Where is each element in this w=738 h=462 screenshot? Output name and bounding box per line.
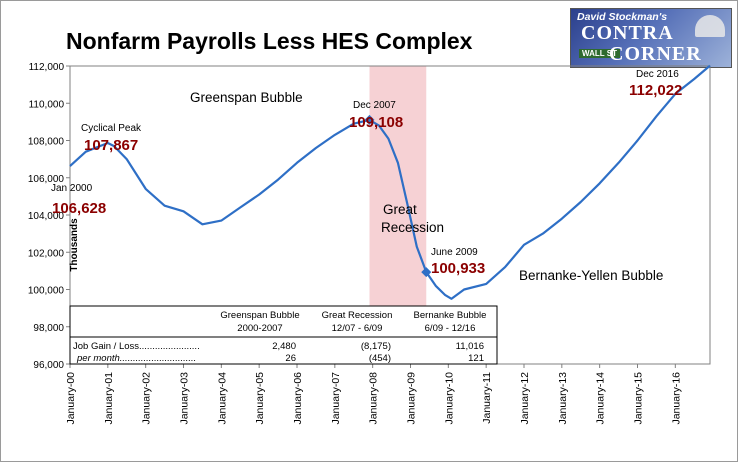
x-tick-label: January-15 xyxy=(632,372,644,425)
x-tick-label: January-05 xyxy=(254,372,266,425)
region-label: Bernanke-Yellen Bubble xyxy=(519,268,663,283)
table-column-header: Bernanke Bubble xyxy=(414,310,487,321)
x-tick-label: January-02 xyxy=(141,372,153,425)
x-tick-label: January-00 xyxy=(65,372,77,425)
table-cell: (454) xyxy=(369,353,391,364)
y-tick-label: 98,000 xyxy=(33,323,64,334)
x-tick-label: January-09 xyxy=(405,372,417,425)
logo-wall-street-sign: WALL ST xyxy=(579,49,620,58)
annotation-value: 106,628 xyxy=(52,200,106,217)
contra-corner-logo: David Stockman's CONTRA WALL ST CORNER xyxy=(570,8,732,68)
y-tick-label: 108,000 xyxy=(28,137,65,148)
y-axis-label: Thousands xyxy=(69,218,80,272)
x-tick-label: January-06 xyxy=(292,372,304,425)
y-tick-label: 96,000 xyxy=(33,360,64,371)
annotation-value: 100,933 xyxy=(431,260,485,277)
x-tick-label: January-07 xyxy=(330,372,342,425)
region-label: Greenspan Bubble xyxy=(190,90,303,105)
summary-table xyxy=(69,305,498,365)
y-tick-label: 106,000 xyxy=(28,174,65,185)
y-tick-label: 104,000 xyxy=(28,211,65,222)
data-point-marker xyxy=(421,267,432,278)
region-label: Recession xyxy=(381,220,444,235)
table-column-header: Greenspan Bubble xyxy=(220,310,299,321)
annotation-label: Cyclical Peak xyxy=(81,123,142,134)
annotation-label: Dec 2007 xyxy=(353,100,396,111)
x-tick-label: January-01 xyxy=(103,372,115,425)
annotation-value: 112,022 xyxy=(629,82,682,99)
annotation-value: 109,108 xyxy=(349,114,403,131)
payrolls-series-line xyxy=(69,64,711,300)
x-tick-label: January-11 xyxy=(481,372,493,424)
logo-word-contra: CONTRA xyxy=(581,22,674,44)
capitol-dome-icon xyxy=(695,15,725,37)
logo-author: David Stockman's xyxy=(577,11,668,23)
table-column-header: Great Recession xyxy=(322,310,393,321)
x-tick-label: January-12 xyxy=(519,372,531,425)
y-tick-label: 100,000 xyxy=(28,286,65,297)
x-tick-label: January-10 xyxy=(443,372,455,425)
data-point-marker xyxy=(364,114,375,125)
y-tick-label: 102,000 xyxy=(28,248,65,259)
table-cell: 2,480 xyxy=(272,341,296,352)
table-row-label: per month............................. xyxy=(76,353,196,364)
y-tick-label: 110,000 xyxy=(29,99,65,110)
annotation-label: Dec 2016 xyxy=(636,69,679,80)
x-tick-label: January-14 xyxy=(595,372,607,425)
table-cell: 121 xyxy=(468,353,484,364)
table-cell: 26 xyxy=(285,353,296,364)
annotation-label: Jan 2000 xyxy=(51,183,93,194)
x-tick-label: January-04 xyxy=(216,372,228,425)
annotation-value: 107,867 xyxy=(84,137,138,154)
table-column-range: 6/09 - 12/16 xyxy=(425,323,476,334)
x-tick-label: January-13 xyxy=(557,372,569,425)
x-tick-label: January-08 xyxy=(368,372,380,425)
x-tick-label: January-16 xyxy=(670,372,682,425)
table-cell: (8,175) xyxy=(361,341,391,352)
chart-title: Nonfarm Payrolls Less HES Complex xyxy=(66,28,473,54)
annotation-label: June 2009 xyxy=(431,247,478,258)
table-cell: 11,016 xyxy=(456,341,484,352)
y-tick-label: 112,000 xyxy=(29,62,65,73)
x-tick-label: January-03 xyxy=(178,372,190,425)
logo-word-corner: CORNER xyxy=(609,43,702,65)
region-label: Great xyxy=(383,202,417,217)
table-row-label: Job Gain / Loss....................... xyxy=(73,341,200,352)
table-column-range: 2000-2007 xyxy=(237,323,282,334)
table-column-range: 12/07 - 6/09 xyxy=(332,323,383,334)
